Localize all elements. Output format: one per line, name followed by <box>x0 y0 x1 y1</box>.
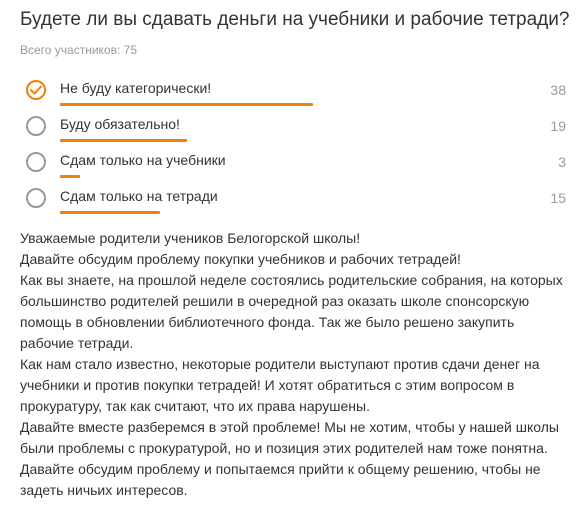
option-count: 38 <box>550 82 566 98</box>
article-paragraph: Как вы знаете, на прошлой неделе состоял… <box>20 272 563 351</box>
option-progress-bar <box>60 211 160 214</box>
article-text: Уважаемые родители учеников Белогорской … <box>20 228 566 501</box>
option-count: 3 <box>558 154 566 170</box>
poll-option-3[interactable]: Сдам только на учебники 3 <box>20 146 566 182</box>
option-progress-bar <box>60 175 80 178</box>
article-paragraph: Как нам стало известно, некоторые родите… <box>20 356 540 414</box>
poll-option-4[interactable]: Сдам только на тетради 15 <box>20 182 566 218</box>
poll-title: Будете ли вы сдавать деньги на учебники … <box>20 9 570 30</box>
radio-icon[interactable] <box>26 116 46 136</box>
option-count: 15 <box>550 190 566 206</box>
checked-radio-icon[interactable] <box>26 80 46 100</box>
participants-count: Всего участников: 75 <box>20 43 137 57</box>
radio-icon[interactable] <box>26 152 46 172</box>
article-paragraph: Давайте обсудим проблему покупки учебник… <box>20 251 461 267</box>
poll: Будете ли вы сдавать деньги на учебники … <box>20 0 570 501</box>
checkmark-icon <box>30 85 42 95</box>
option-count: 19 <box>550 118 566 134</box>
article-paragraph: Давайте вместе разберемся в этой проблем… <box>20 419 559 456</box>
poll-option-1[interactable]: Не буду категорически! 38 <box>20 74 566 110</box>
radio-icon[interactable] <box>26 188 46 208</box>
article-paragraph: Уважаемые родители учеников Белогорской … <box>20 230 361 246</box>
option-label: Сдам только на тетради <box>60 188 218 204</box>
option-label: Сдам только на учебники <box>60 152 226 168</box>
article-paragraph: Давайте обсудим проблему и попытаемся пр… <box>20 461 541 498</box>
option-label: Не буду категорически! <box>60 80 212 96</box>
option-progress-bar <box>60 139 187 142</box>
poll-option-2[interactable]: Буду обязательно! 19 <box>20 110 566 146</box>
option-progress-bar <box>60 103 313 106</box>
option-label: Буду обязательно! <box>60 116 180 132</box>
poll-options: Не буду категорически! 38 Буду обязатель… <box>20 74 566 218</box>
